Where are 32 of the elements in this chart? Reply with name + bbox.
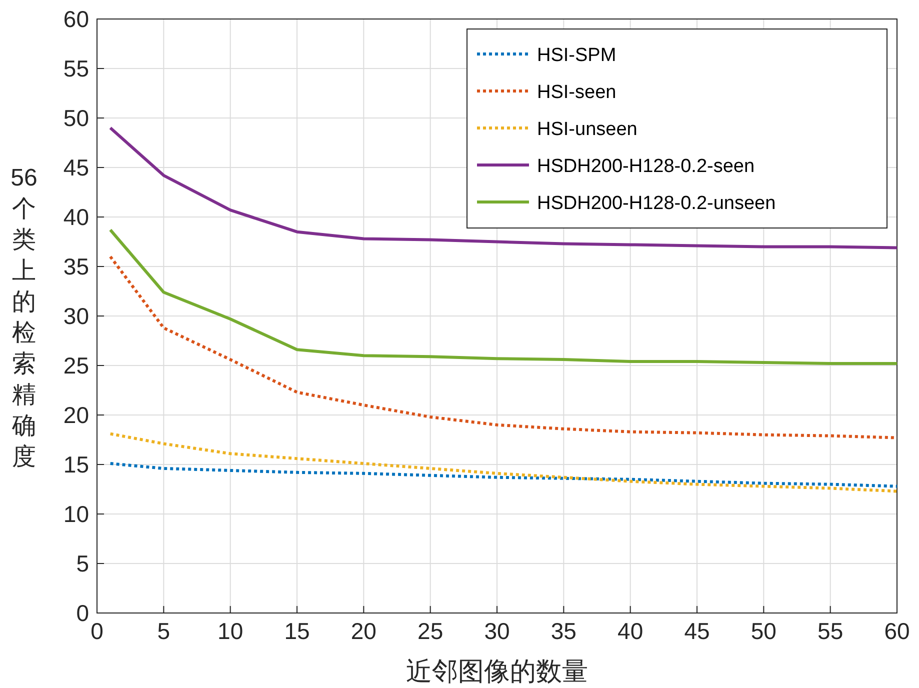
y-tick-label: 30 — [63, 303, 89, 329]
y-tick-label: 55 — [63, 56, 89, 82]
x-axis-title: 近邻图像的数量 — [406, 656, 588, 686]
legend-label: HSI-seen — [537, 82, 616, 103]
x-tick-label: 30 — [484, 618, 510, 644]
y-tick-label: 25 — [63, 352, 89, 378]
y-tick-label: 0 — [76, 600, 89, 626]
y-tick-label: 20 — [63, 402, 89, 428]
y-tick-label: 10 — [63, 501, 89, 527]
y-tick-label: 60 — [63, 6, 89, 32]
x-tick-label: 5 — [157, 618, 170, 644]
legend-label: HSI-SPM — [537, 45, 616, 66]
x-tick-label: 55 — [818, 618, 844, 644]
y-tick-label: 50 — [63, 105, 89, 131]
x-tick-label: 45 — [684, 618, 710, 644]
x-tick-label: 50 — [750, 618, 776, 644]
x-tick-label: 35 — [550, 618, 576, 644]
legend-label: HSI-unseen — [537, 119, 638, 140]
legend-label: HSDH200-H128-0.2-seen — [537, 156, 755, 177]
x-tick-label: 10 — [218, 618, 244, 644]
legend-label: HSDH200-H128-0.2-unseen — [537, 193, 776, 214]
text: 56个类上的检索精确度 — [10, 164, 38, 470]
y-tick-label: 35 — [63, 254, 89, 280]
y-tick-label: 15 — [63, 452, 89, 478]
x-tick-label: 40 — [618, 618, 644, 644]
y-tick-label: 40 — [63, 204, 89, 230]
x-tick-label: 60 — [884, 618, 910, 644]
y-tick-label: 5 — [76, 550, 89, 576]
x-tick-label: 25 — [418, 618, 444, 644]
y-tick-label: 45 — [63, 154, 89, 180]
x-tick-label: 20 — [350, 618, 376, 644]
x-tick-label: 15 — [284, 618, 310, 644]
